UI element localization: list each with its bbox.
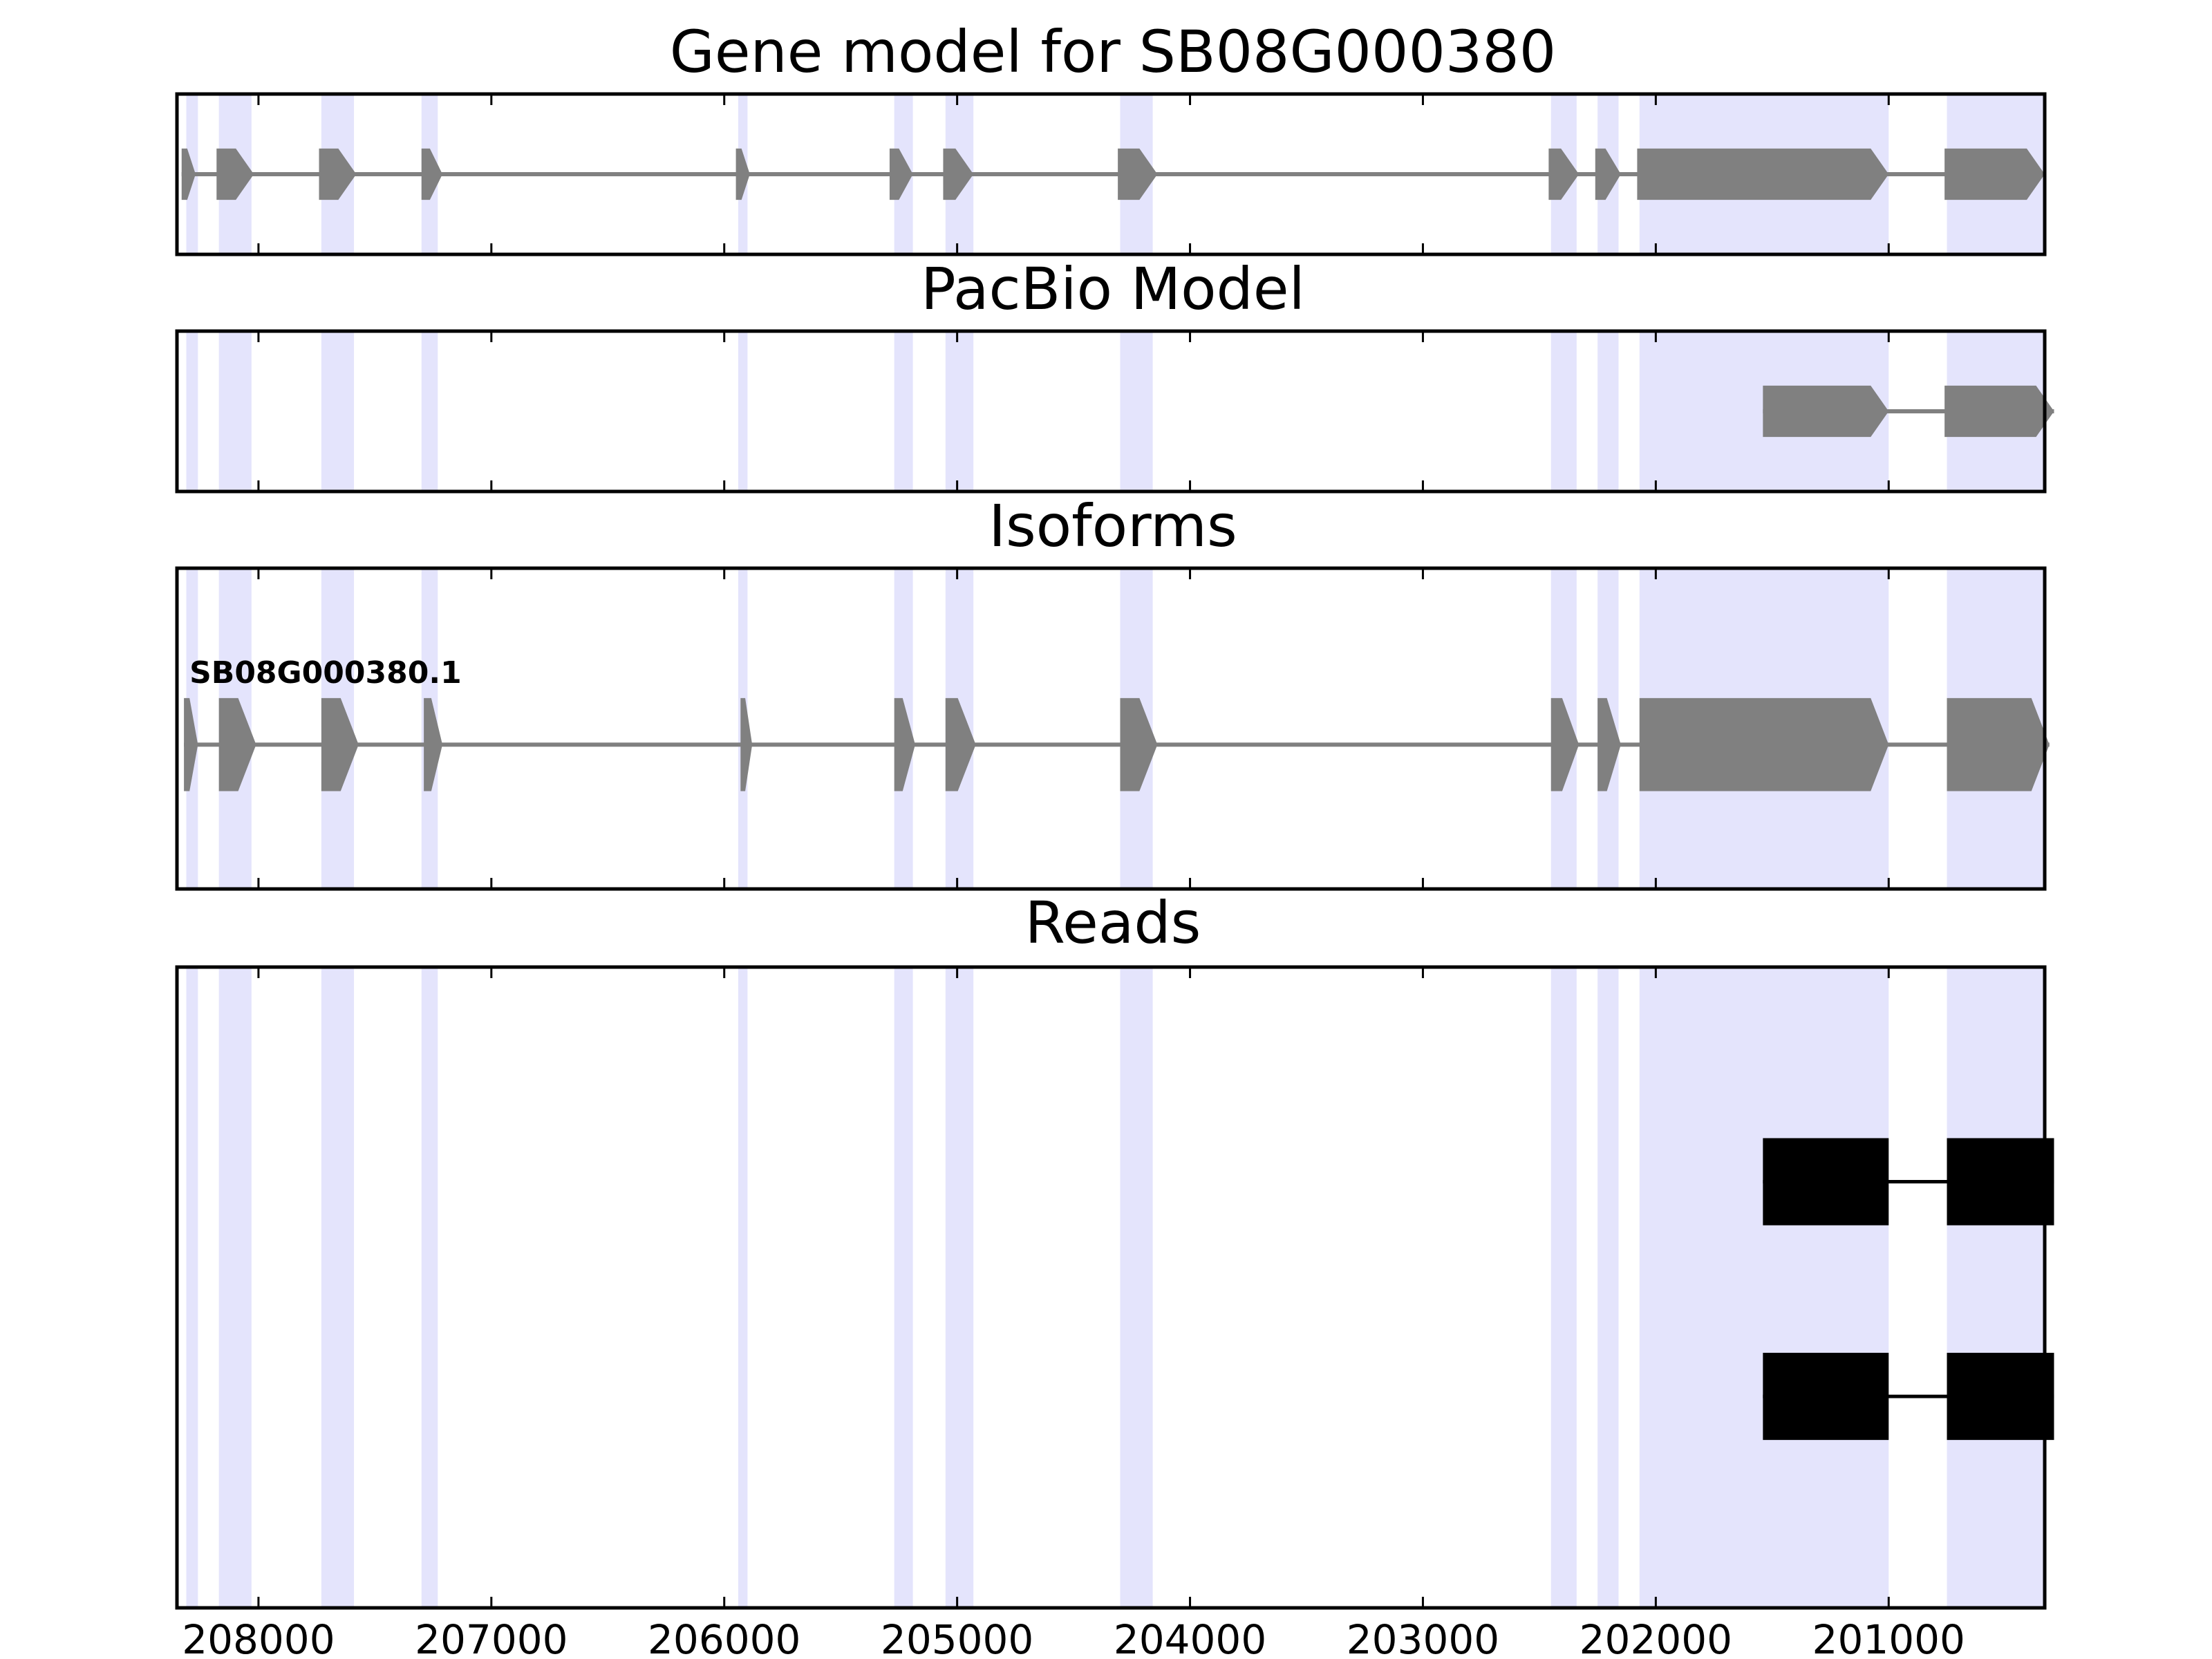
exon-arrow bbox=[740, 697, 753, 791]
exon-arrow bbox=[945, 697, 976, 791]
panel-pacbio-model: PacBio Model bbox=[175, 255, 2054, 494]
exon-arrow bbox=[319, 148, 357, 200]
exon-arrow bbox=[1597, 697, 1621, 791]
exon-arrow bbox=[181, 148, 196, 200]
panel-isoforms: Isoforms SB08G000380.1 bbox=[175, 492, 2050, 891]
panel-title-isoforms: Isoforms bbox=[988, 492, 1237, 560]
exon-arrow bbox=[735, 148, 750, 200]
exon-arrow bbox=[894, 697, 915, 791]
exon-highlight-band bbox=[1597, 967, 1619, 1608]
exon-arrow bbox=[1548, 148, 1580, 200]
exon-arrow bbox=[1763, 385, 1889, 438]
exon-highlight-band bbox=[1639, 967, 1889, 1608]
exon-arrow bbox=[1550, 697, 1580, 791]
exon-highlight-band bbox=[1947, 967, 2045, 1608]
panel-frame bbox=[175, 92, 2047, 256]
exon-highlight-band bbox=[421, 967, 438, 1608]
exon-arrow bbox=[1944, 148, 2045, 200]
exon-highlight-band bbox=[1120, 331, 1153, 491]
x-tick-label: 207000 bbox=[415, 1616, 568, 1659]
exon-arrow bbox=[1944, 385, 2054, 438]
isoform-label: SB08G000380.1 bbox=[189, 655, 462, 691]
panel-title-pacbio-model: PacBio Model bbox=[921, 255, 1305, 323]
x-tick-label: 202000 bbox=[1580, 1616, 1732, 1659]
exon-highlight-band bbox=[1597, 331, 1619, 491]
exon-highlight-band bbox=[894, 967, 913, 1608]
exon-arrow bbox=[184, 697, 198, 791]
exon-highlight-band bbox=[738, 967, 748, 1608]
x-tick-label: 204000 bbox=[1114, 1616, 1266, 1659]
exon-highlight-band bbox=[218, 331, 252, 491]
x-axis-tick-labels: 208000 207000 206000 205000 204000 203000 2020… bbox=[182, 1616, 1965, 1659]
exon-highlight-band bbox=[945, 967, 974, 1608]
exon-arrow bbox=[1639, 697, 1889, 791]
exon-highlight-band bbox=[738, 331, 748, 491]
panel-gene-model: Gene model for SB08G000380 bbox=[175, 18, 2047, 256]
exon-arrow bbox=[1118, 148, 1158, 200]
read-block bbox=[1763, 1138, 1889, 1226]
exon-arrow bbox=[889, 148, 913, 200]
read-block bbox=[1947, 1138, 2054, 1226]
read-block bbox=[1763, 1353, 1889, 1441]
panel-reads: Reads bbox=[175, 889, 2054, 1610]
exon-highlight-band bbox=[421, 331, 438, 491]
exon-arrow bbox=[216, 148, 254, 200]
exon-arrow bbox=[321, 697, 359, 791]
panel-frame bbox=[175, 566, 2047, 891]
exon-arrow bbox=[218, 697, 256, 791]
exon-arrow bbox=[1947, 697, 2050, 791]
exon-highlight-band bbox=[321, 331, 355, 491]
x-tick-label: 203000 bbox=[1347, 1616, 1499, 1659]
panel-title-gene-model: Gene model for SB08G000380 bbox=[670, 18, 1556, 86]
exon-arrow bbox=[421, 148, 443, 200]
exon-arrow bbox=[1595, 148, 1621, 200]
exon-highlight-band bbox=[218, 967, 252, 1608]
panel-frame bbox=[175, 965, 2047, 1610]
exon-arrow bbox=[1637, 148, 1889, 200]
read-block bbox=[1947, 1353, 2054, 1441]
panel-frame bbox=[175, 329, 2047, 494]
exon-arrow bbox=[943, 148, 974, 200]
exon-highlight-band bbox=[186, 967, 198, 1608]
exon-arrow bbox=[1120, 697, 1158, 791]
exon-highlight-band bbox=[321, 967, 355, 1608]
exon-highlight-band bbox=[1550, 331, 1577, 491]
exon-arrow bbox=[424, 697, 443, 791]
exon-highlight-band bbox=[1120, 967, 1153, 1608]
panel-title-reads: Reads bbox=[1025, 889, 1201, 957]
exon-highlight-band bbox=[186, 331, 198, 491]
exon-highlight-band bbox=[894, 331, 913, 491]
x-tick-label: 208000 bbox=[182, 1616, 335, 1659]
exon-highlight-band bbox=[1550, 967, 1577, 1608]
x-tick-label: 206000 bbox=[648, 1616, 800, 1659]
exon-highlight-band bbox=[945, 331, 974, 491]
x-tick-label: 201000 bbox=[1812, 1616, 1965, 1659]
x-tick-label: 205000 bbox=[881, 1616, 1033, 1659]
